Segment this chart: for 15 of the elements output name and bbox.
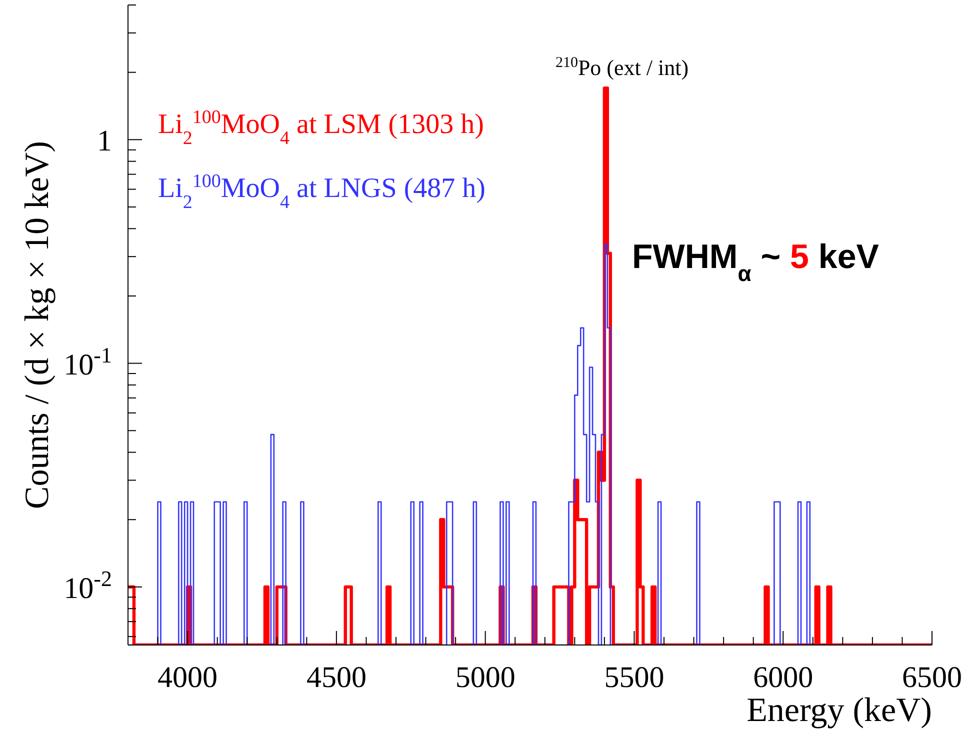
y-tick-label: 10$^{-2}$ — [64, 565, 112, 605]
x-tick-label: 4000 — [158, 661, 218, 694]
y-tick-label: 10$^{-1}$ — [64, 342, 112, 382]
y-tick-label: 1 — [97, 124, 112, 158]
x-tick-label: 6500 — [902, 661, 962, 694]
x-tick-label: 6000 — [753, 661, 814, 694]
x-tick-label: 5500 — [604, 661, 664, 694]
text: Li$_{2}$$^{100}$MoO$_{4}$ at LNGS (487 h) — [158, 170, 486, 212]
x-tick-label: 5000 — [455, 661, 516, 694]
text: Li$_{2}$$^{100}$MoO$_{4}$ at LSM (1303 h) — [158, 106, 484, 148]
y-axis-title: Counts / (d × kg × 10 keV) — [19, 141, 56, 509]
annotation: $^{210}$Po (ext / int) — [555, 55, 689, 80]
x-axis-title: Energy (keV) — [746, 692, 932, 729]
x-tick-label: 4500 — [306, 661, 366, 694]
annotation: FWHM$_{α}$ ~ 5 keV — [632, 238, 880, 286]
